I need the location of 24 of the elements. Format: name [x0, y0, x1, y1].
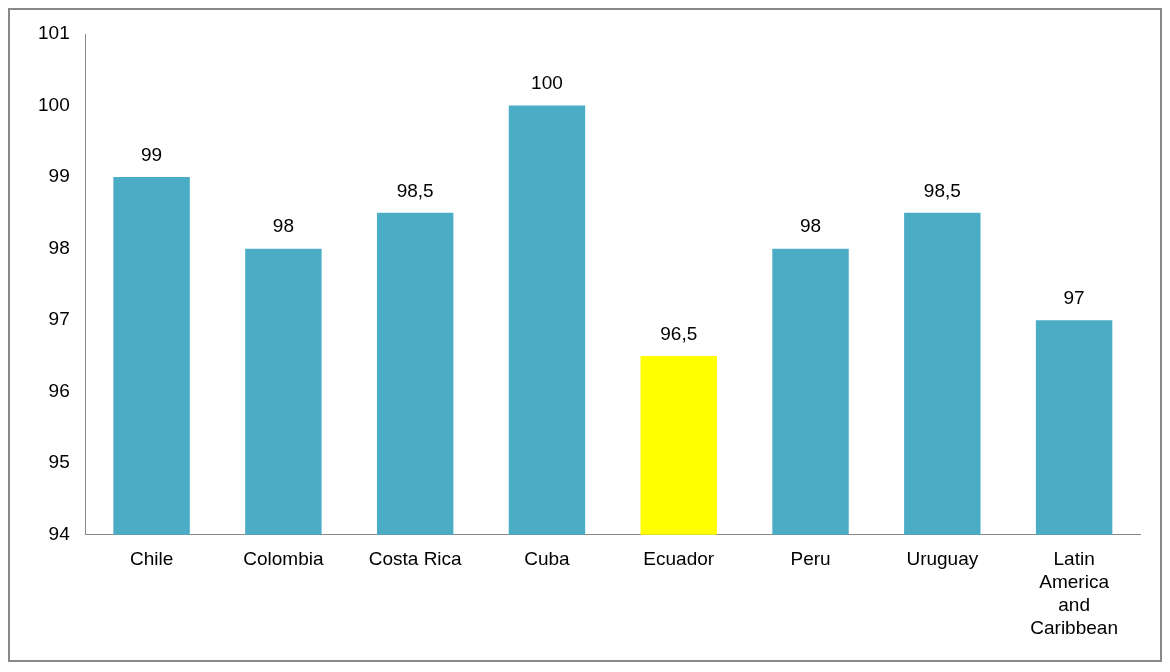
data-label: 98,5 — [396, 179, 434, 201]
x-tick-label: Costa Rica — [368, 548, 463, 570]
data-label: 98 — [272, 215, 294, 237]
x-tick-label: Cuba — [524, 548, 571, 570]
data-label: 97 — [1063, 286, 1085, 308]
y-tick-label: 96 — [48, 379, 70, 401]
x-tick-label: Uruguay — [906, 548, 979, 570]
data-label: 96,5 — [660, 322, 698, 344]
y-tick-label: 99 — [48, 165, 70, 187]
x-tick-label: Peru — [790, 548, 831, 570]
y-tick-label: 97 — [48, 308, 70, 330]
data-label: 98,5 — [923, 179, 961, 201]
data-label: 99 — [141, 143, 163, 165]
y-tick-label: 94 — [48, 523, 71, 545]
x-tick-label: Chile — [129, 548, 174, 570]
y-tick-label: 101 — [38, 22, 70, 44]
data-label: 100 — [531, 72, 563, 94]
x-tick-label: Ecuador — [643, 548, 715, 570]
y-tick-label: 98 — [48, 236, 70, 258]
x-tick-label: Colombia — [243, 548, 324, 570]
y-tick-label: 100 — [38, 93, 70, 115]
x-tick-label: Latin America and Caribbean — [1030, 548, 1118, 638]
data-label: 98 — [799, 215, 822, 237]
y-tick-label: 95 — [48, 451, 70, 473]
